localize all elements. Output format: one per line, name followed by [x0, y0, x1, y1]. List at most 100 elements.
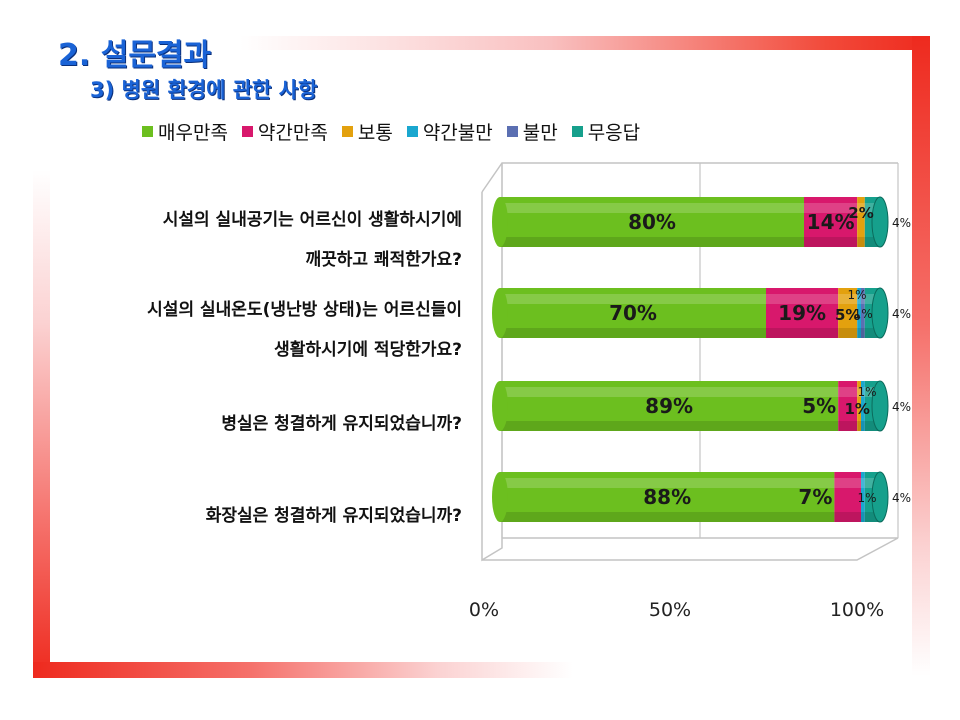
bar-segment — [861, 288, 865, 338]
bar-segment-body — [500, 381, 839, 431]
bar-segment-highlight — [804, 203, 858, 213]
bar-segment — [857, 197, 865, 247]
bar-segment-body — [861, 288, 865, 338]
bar-segment-highlight — [838, 294, 858, 304]
bar-segment — [500, 197, 804, 247]
legend-item: 매우만족 — [142, 118, 228, 145]
legend-label: 약간불만 — [422, 121, 493, 144]
bar-segment-body — [838, 288, 858, 338]
bar-segment-shade — [838, 421, 858, 431]
data-label: 1% — [847, 288, 866, 302]
bar-segment — [500, 381, 839, 431]
data-label: 1% — [857, 491, 876, 505]
data-label: 88% — [643, 485, 691, 509]
legend-swatch — [571, 125, 583, 137]
data-label: 5% — [835, 306, 860, 324]
bar-segment-highlight — [834, 478, 861, 488]
bar-segment-shade — [834, 512, 861, 522]
bar-segment-body — [838, 381, 858, 431]
data-label: 1% — [844, 400, 869, 418]
question-label-line: 병실은 청결하게 유지되었습니까? — [221, 414, 462, 434]
bar-segment-body — [861, 381, 865, 431]
frame-bottom-decoration — [33, 662, 573, 678]
bar-right-cap — [872, 381, 888, 431]
legend-label: 보통 — [357, 121, 393, 144]
bar-segment-highlight — [766, 294, 839, 304]
bar-segment — [838, 381, 858, 431]
bar-segment — [857, 288, 861, 338]
bar-segment — [766, 288, 839, 338]
legend-swatch — [341, 125, 353, 137]
bar-right-cap — [872, 472, 888, 522]
bar-segment-body — [857, 381, 861, 431]
bar-segment-shade — [500, 328, 766, 338]
bar-segment-highlight — [857, 294, 861, 304]
bar-segment-highlight — [864, 203, 880, 213]
bar-segment-shade — [857, 328, 861, 338]
data-label: 19% — [778, 301, 826, 325]
bar-left-cap — [492, 472, 508, 522]
data-label: 1% — [857, 385, 876, 399]
frame-top-decoration — [240, 36, 930, 50]
question-label: 화장실은 청결하게 유지되었습니까? — [2, 496, 462, 536]
bar-right-cap — [872, 197, 888, 247]
bar-segment-highlight — [500, 294, 766, 304]
legend-swatch — [506, 125, 518, 137]
bar-right-cap — [872, 288, 888, 338]
bar-segment — [834, 472, 861, 522]
bar-segment-body — [861, 472, 865, 522]
bar-segment — [861, 381, 865, 431]
bar-segment — [857, 381, 861, 431]
bar-segment-highlight — [857, 203, 865, 213]
data-label: 14% — [807, 210, 855, 234]
data-label: 70% — [609, 301, 657, 325]
question-label: 병실은 청결하게 유지되었습니까? — [2, 404, 462, 444]
data-label: 4% — [892, 491, 911, 505]
frame-right-decoration — [912, 36, 930, 676]
legend-label: 매우만족 — [158, 121, 228, 144]
question-label-line: 생활하시기에 적당한가요? — [274, 340, 462, 360]
bar-left-cap — [492, 288, 508, 338]
bar-segment-shade — [864, 421, 880, 431]
question-label-line: 시설의 실내온도(냉난방 상태)는 어르신들이 — [147, 300, 462, 320]
bar-segment-shade — [861, 421, 865, 431]
bar-segment-highlight — [864, 294, 880, 304]
data-label: 5% — [802, 394, 836, 418]
chart-floor — [482, 537, 899, 561]
slide-subtitle: 3) 병원 환경에 관한 사항 — [90, 78, 318, 102]
bar-segment-shade — [864, 237, 880, 247]
x-tick-label: 50% — [649, 599, 691, 621]
bar-segment-highlight — [861, 478, 865, 488]
legend-label: 무응답 — [587, 121, 641, 144]
question-label-line: 시설의 실내공기는 어르신이 생활하시기에 — [162, 210, 462, 230]
bar-right-cap-outline — [871, 196, 889, 248]
bar-left-cap — [492, 381, 508, 431]
legend-swatch — [142, 125, 153, 137]
question-label-line: 화장실은 청결하게 유지되었습니까? — [205, 506, 462, 526]
bar-segment-body — [500, 288, 766, 338]
bar-segment — [804, 197, 858, 247]
bar-segment-shade — [861, 328, 865, 338]
bar-segment-body — [500, 197, 804, 247]
bar-segment-shade — [857, 237, 865, 247]
x-tick-label: 100% — [830, 599, 884, 621]
legend-swatch — [406, 125, 418, 137]
bar-segment-shade — [857, 421, 861, 431]
legend-label: 불만 — [522, 121, 558, 144]
bar-segment — [838, 288, 858, 338]
bar-segment-highlight — [500, 478, 835, 488]
chart-back-wall-top — [481, 162, 898, 193]
bar-segment-shade — [864, 328, 880, 338]
bar-segment-highlight — [500, 387, 839, 397]
frame-left-decoration — [33, 170, 50, 678]
bar-segment-body — [834, 472, 861, 522]
data-label: 4% — [892, 216, 911, 230]
bar-segment-shade — [838, 328, 858, 338]
legend-item: 약간만족 — [241, 118, 328, 145]
bar-segment-body — [857, 288, 861, 338]
bar-segment — [500, 472, 835, 522]
bar-segment-highlight — [861, 294, 865, 304]
data-label: 80% — [628, 210, 676, 234]
